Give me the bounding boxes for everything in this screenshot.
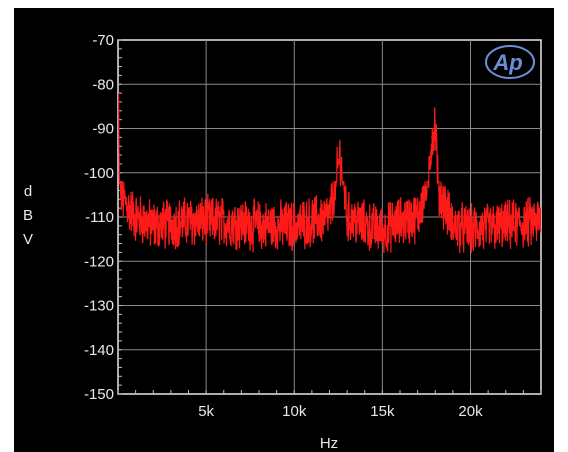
spectrum-point [416, 216, 419, 218]
spectrum-point [504, 225, 507, 227]
spectrum-point [134, 216, 137, 218]
series-group [118, 93, 541, 254]
spectrum-point [427, 180, 430, 183]
x-tick-labels: 5k 10k 15k 20k [198, 403, 483, 420]
spectrum-point [399, 220, 401, 223]
y-axis-label-b: B [23, 207, 33, 224]
y-axis-label: d B V [23, 183, 33, 248]
spectrum-trace [118, 93, 541, 254]
spectrum-point [452, 225, 454, 227]
x-axis-label: Hz [320, 435, 338, 452]
y-tick-label: -150 [84, 386, 114, 403]
y-tick-label: -90 [92, 121, 114, 138]
y-tick-label: -110 [85, 209, 114, 226]
y-tick-label: -130 [84, 298, 114, 315]
x-tick-label: 20k [458, 403, 483, 420]
spectrum-point [119, 189, 122, 192]
spectrum-point [118, 96, 120, 99]
spectrum-point [381, 229, 384, 232]
ap-logo-ring [485, 45, 535, 79]
x-tick-label: 15k [370, 403, 395, 420]
spectrum-point [430, 136, 433, 139]
spectrum-point [469, 229, 472, 232]
spectrum-point [363, 225, 366, 227]
y-tick-label: -120 [84, 253, 114, 270]
x-tick-label: 10k [282, 403, 307, 420]
x-tick-label: 5k [198, 403, 214, 420]
spectrum-point [437, 189, 440, 192]
y-axis-label-v: V [23, 231, 33, 248]
y-tick-label: -140 [84, 342, 114, 359]
y-tick-label: -100 [84, 165, 114, 182]
spectrum-point [258, 225, 260, 227]
spectrum-point [122, 198, 125, 201]
spectrum-point [118, 171, 120, 174]
ap-logo: Ap [485, 45, 535, 79]
ap-logo-text: Ap [492, 50, 522, 75]
y-tick-label: -80 [92, 76, 114, 93]
y-tick-labels: -70 -80 -90 -100 -110 -120 -130 -140 -150 [84, 32, 114, 403]
spectrum-point [339, 154, 341, 156]
spectrum-point [152, 225, 155, 227]
spectrum-point [346, 216, 348, 218]
spectrum-point [540, 220, 541, 223]
spectrum-point [293, 225, 296, 227]
spectrum-point [434, 123, 437, 125]
spectrum-point [222, 220, 225, 223]
spectrum-point [127, 207, 130, 209]
y-tick-label: -70 [92, 32, 114, 49]
spectrum-point [187, 220, 190, 223]
y-axis-label-d: d [24, 183, 32, 200]
spectrum-point [328, 216, 331, 218]
